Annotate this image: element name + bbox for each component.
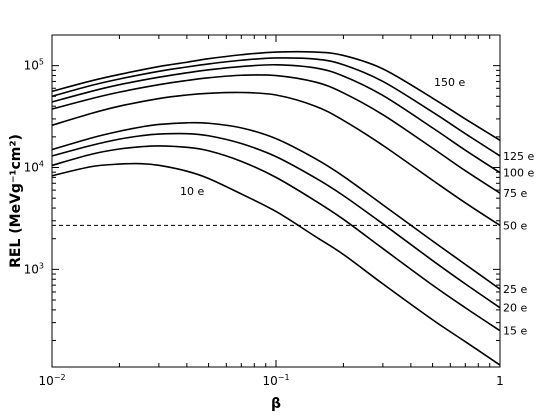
y-tick-base: 10 xyxy=(24,262,39,276)
y-tick-label: 104 xyxy=(24,160,44,175)
y-axis-title: REL (MeVg⁻¹cm²) xyxy=(8,134,24,268)
series-label-25-e: 25 e xyxy=(503,283,527,296)
series-label-group: 10 e 15 e 20 e 25 e 50 e 75 e 100 e 125 e 150 e xyxy=(180,76,534,338)
y-tick-exponent: 5 xyxy=(39,58,44,67)
series-line-25-e xyxy=(51,121,501,290)
series-line-20-e xyxy=(51,132,501,309)
series-label-20-e: 20 e xyxy=(503,302,527,315)
x-tick-base: 10 xyxy=(262,374,277,388)
y-tick-exponent: 4 xyxy=(39,160,44,169)
series-line-50-e xyxy=(51,91,501,227)
x-tick-label: 10−1 xyxy=(262,373,289,388)
x-tick-exponent: −1 xyxy=(278,373,290,382)
plot-frame xyxy=(51,34,501,368)
y-tick-base: 10 xyxy=(24,161,39,175)
x-tick-label: 1 xyxy=(496,374,504,388)
x-tick-base: 1 xyxy=(496,374,504,388)
series-line-150-e xyxy=(51,50,501,141)
x-axis-title: β xyxy=(271,396,281,412)
series-line-15-e xyxy=(51,145,501,332)
series-line-10-e xyxy=(51,162,501,366)
series-label-125-e: 125 e xyxy=(503,150,534,163)
y-tick-base: 10 xyxy=(24,59,39,73)
series-group xyxy=(51,50,501,366)
y-tick-label: 105 xyxy=(24,58,44,73)
series-label-100-e: 100 e xyxy=(503,167,534,180)
series-line-125-e xyxy=(51,57,501,157)
series-label-75-e: 75 e xyxy=(503,187,527,200)
series-line-100-e xyxy=(51,63,501,174)
y-tick-exponent: 3 xyxy=(39,261,44,270)
x-tick-label: 10−2 xyxy=(38,373,65,388)
series-label-50-e: 50 e xyxy=(503,219,527,232)
series-line-75-e xyxy=(51,74,501,194)
series-label-10-e: 10 e xyxy=(180,185,204,198)
series-label-15-e: 15 e xyxy=(503,325,527,338)
x-tick-exponent: −2 xyxy=(54,373,66,382)
x-tick-base: 10 xyxy=(38,374,53,388)
series-label-150-e: 150 e xyxy=(434,76,465,89)
y-tick-label: 103 xyxy=(24,261,44,276)
